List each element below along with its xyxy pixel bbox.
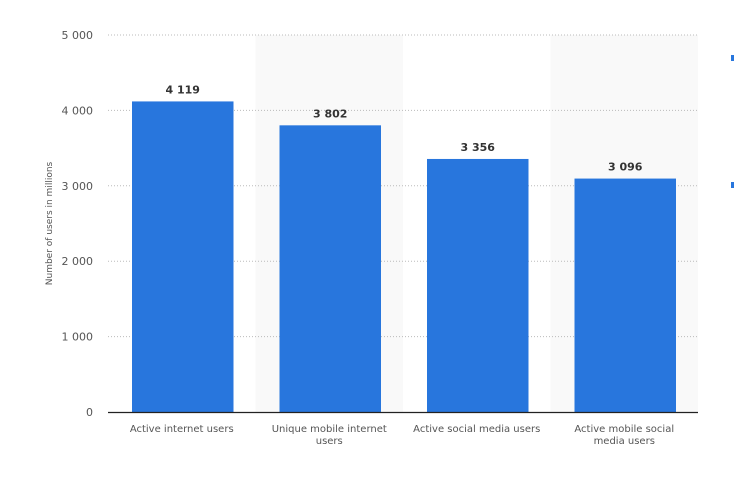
x-tick-label: media users (594, 436, 655, 447)
x-tick-label: Active internet users (130, 424, 234, 435)
data-label: 3 356 (461, 141, 496, 154)
y-tick-label: 3 000 (62, 180, 94, 193)
y-tick-label: 1 000 (62, 331, 94, 344)
data-label: 4 119 (166, 83, 200, 96)
y-tick-label: 4 000 (62, 104, 94, 117)
side-marker-top (731, 55, 734, 61)
x-tick-label: Active social media users (413, 424, 540, 435)
bar (574, 178, 676, 412)
bar (279, 125, 381, 413)
x-tick-label: Active mobile social (574, 424, 674, 435)
x-tick-label: users (316, 436, 343, 447)
bar (132, 101, 234, 412)
side-marker-bottom (731, 182, 734, 188)
data-label: 3 096 (608, 161, 643, 174)
y-axis-label: Number of users in millions (45, 161, 55, 285)
y-tick-label: 0 (86, 406, 93, 419)
data-label: 3 802 (313, 107, 347, 120)
x-tick-label: Unique mobile internet (272, 424, 387, 435)
y-tick-label: 2 000 (62, 255, 94, 268)
bar (427, 158, 529, 412)
y-tick-label: 5 000 (62, 29, 94, 42)
